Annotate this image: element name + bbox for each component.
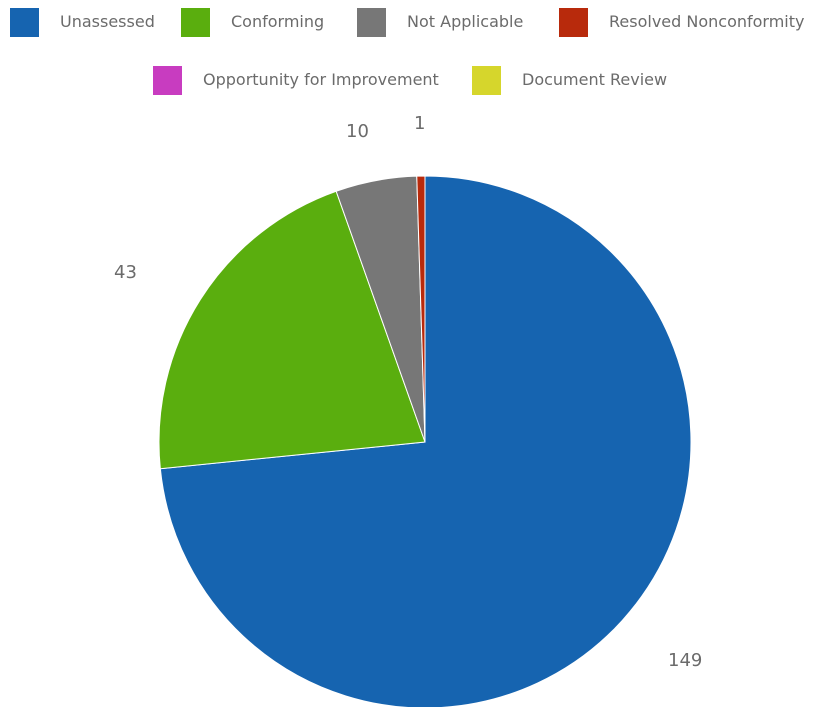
legend-label-document-review: Document Review — [522, 70, 667, 89]
data-label-resolved-nonconformity: 1 — [414, 113, 425, 134]
legend-item-unassessed[interactable]: Unassessed — [10, 8, 155, 37]
pie-slices — [158, 175, 692, 707]
legend-label-opportunity-for-improvement: Opportunity for Improvement — [203, 70, 439, 89]
legend-label-not-applicable: Not Applicable — [407, 12, 523, 31]
data-labels: 149 43 10 1 — [114, 113, 702, 671]
legend-item-opportunity-for-improvement[interactable]: Opportunity for Improvement — [153, 66, 439, 95]
legend-label-resolved-nonconformity: Resolved Nonconformity — [609, 12, 804, 31]
legend-swatch-unassessed — [10, 8, 39, 37]
legend-swatch-opportunity-for-improvement — [153, 66, 182, 95]
legend-label-unassessed: Unassessed — [60, 12, 155, 31]
legend-swatch-conforming — [181, 8, 210, 37]
legend-swatch-document-review — [472, 66, 501, 95]
pie-slice-unassessed[interactable] — [159, 175, 692, 707]
legend-item-resolved-nonconformity[interactable]: Resolved Nonconformity — [559, 8, 804, 37]
data-label-not-applicable: 10 — [346, 121, 369, 142]
data-label-conforming: 43 — [114, 262, 137, 283]
pie-slice-resolved-nonconformity[interactable] — [416, 175, 426, 443]
legend-swatch-resolved-nonconformity — [559, 8, 588, 37]
legend-label-conforming: Conforming — [231, 12, 324, 31]
legend-item-document-review[interactable]: Document Review — [472, 66, 667, 95]
pie-slice-conforming[interactable] — [158, 190, 426, 470]
data-label-unassessed: 149 — [668, 650, 702, 671]
legend-item-conforming[interactable]: Conforming — [181, 8, 324, 37]
legend: Unassessed Conforming Not Applicable Resolv… — [10, 8, 804, 95]
legend-item-not-applicable[interactable]: Not Applicable — [357, 8, 523, 37]
legend-swatch-not-applicable — [357, 8, 386, 37]
